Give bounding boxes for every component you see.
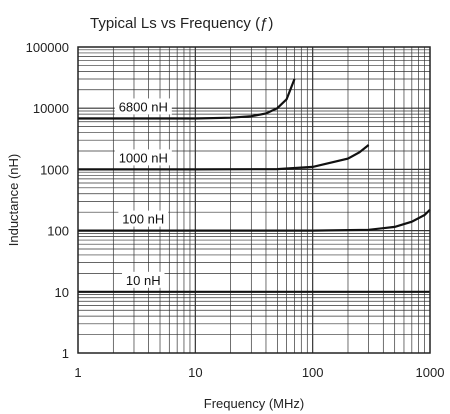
series-line	[78, 144, 370, 171]
series-label-bg	[114, 149, 172, 166]
series-label: 100 nH	[122, 212, 164, 227]
series-label: 10 nH	[126, 273, 161, 288]
x-tick-label: 1	[74, 365, 81, 380]
series-line	[78, 208, 431, 232]
chart-title: Typical Ls vs Frequency (ƒ)	[90, 15, 273, 32]
y-tick-label: 100000	[26, 40, 69, 55]
y-tick-label: 1000	[40, 162, 69, 177]
y-axis-label: Inductance (nH)	[6, 154, 21, 247]
series-label-bg	[114, 98, 172, 115]
series-label-bg	[118, 210, 169, 227]
series-label: 6800 nH	[119, 99, 168, 114]
x-tick-label: 1000	[416, 365, 445, 380]
series-group: 6800 nH 1000 nH 100 nH 10 nH	[78, 78, 431, 293]
y-tick-label: 10	[55, 285, 69, 300]
y-tick-label: 100	[47, 224, 69, 239]
y-tick-labels: 1 10 100 1000 10000 100000	[26, 40, 69, 361]
plot-frame	[77, 46, 431, 354]
x-axis-label: Frequency (MHz)	[204, 396, 304, 411]
y-tick-label: 10000	[33, 101, 69, 116]
plot-area	[78, 47, 430, 353]
y-tick-label: 1	[62, 346, 69, 361]
x-tick-labels: 1 10 100 1000	[74, 365, 444, 380]
series-label: 1000 nH	[119, 150, 168, 165]
series-label-bg	[122, 271, 165, 288]
series-line	[78, 78, 296, 120]
x-tick-label: 10	[188, 365, 202, 380]
x-tick-label: 100	[302, 365, 324, 380]
